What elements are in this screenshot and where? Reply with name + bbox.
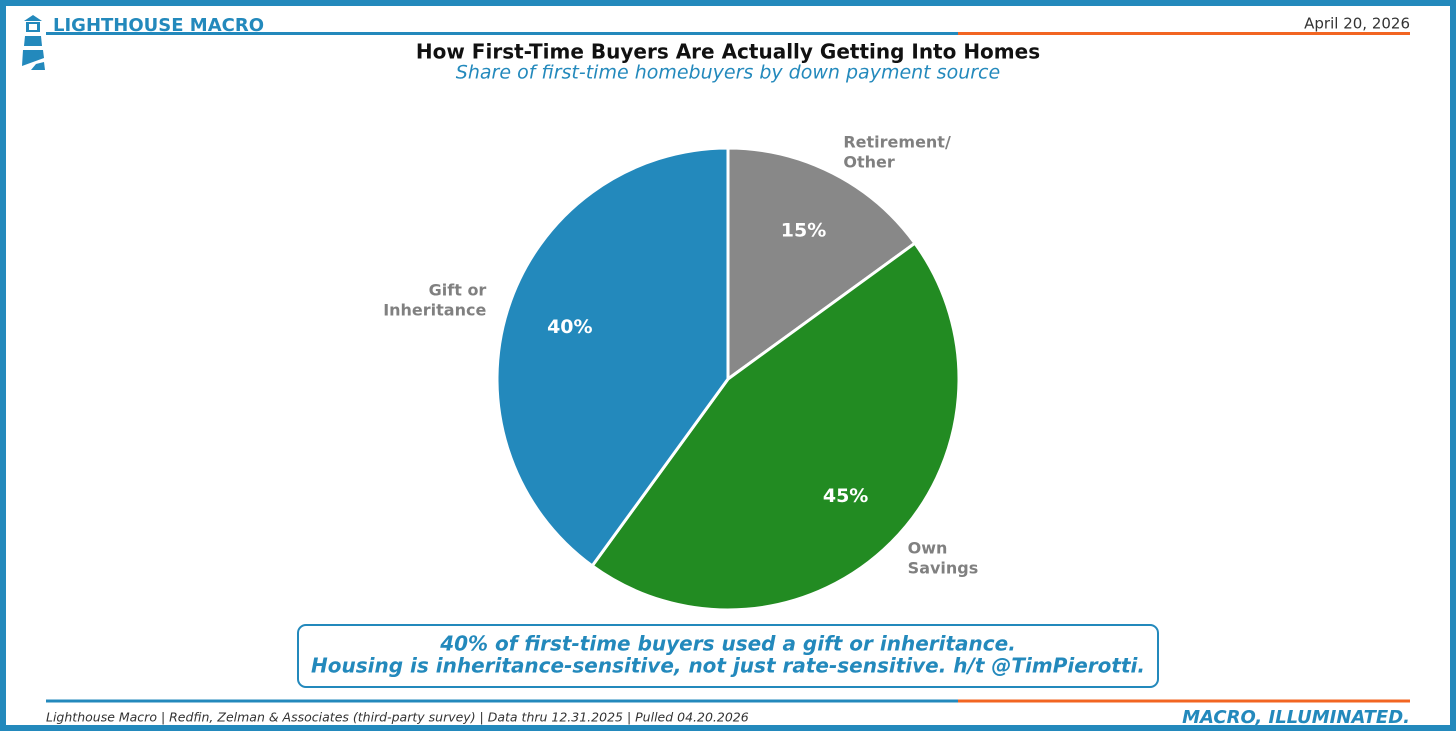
value-label: 40%	[547, 316, 592, 338]
annotation: 40% of first-time buyers used a gift or …	[439, 632, 1016, 656]
pie-slice	[590, 241, 961, 612]
pie: 15% Retirement/Other 45% Own Savings 40% Gift …	[383, 132, 979, 612]
pie-slice	[726, 146, 917, 382]
date: April 20, 2026	[1304, 15, 1410, 33]
category-label: Retirement/Other	[843, 132, 951, 171]
chart-subtitle: Share of first-time homebuyers by down p…	[456, 62, 1000, 84]
category-label: Gift or Inheritance	[383, 280, 486, 319]
value-label: 45%	[823, 485, 868, 507]
tagline: MACRO, ILLUMINATED.	[1182, 707, 1410, 728]
source: Lighthouse Macro | Redfin, Zelman & Asso…	[46, 710, 749, 725]
annotation: Housing is inheritance-sensitive, not ju…	[311, 654, 1145, 678]
category-label: Own Savings	[908, 538, 979, 577]
logo	[22, 15, 45, 70]
annotation-box	[297, 624, 1159, 688]
brand: LIGHTHOUSE MACRO	[53, 15, 264, 36]
value-label: 15%	[781, 219, 826, 241]
pie-slice	[495, 146, 730, 568]
chart-title: How First-Time Buyers Are Actually Getti…	[416, 40, 1040, 64]
